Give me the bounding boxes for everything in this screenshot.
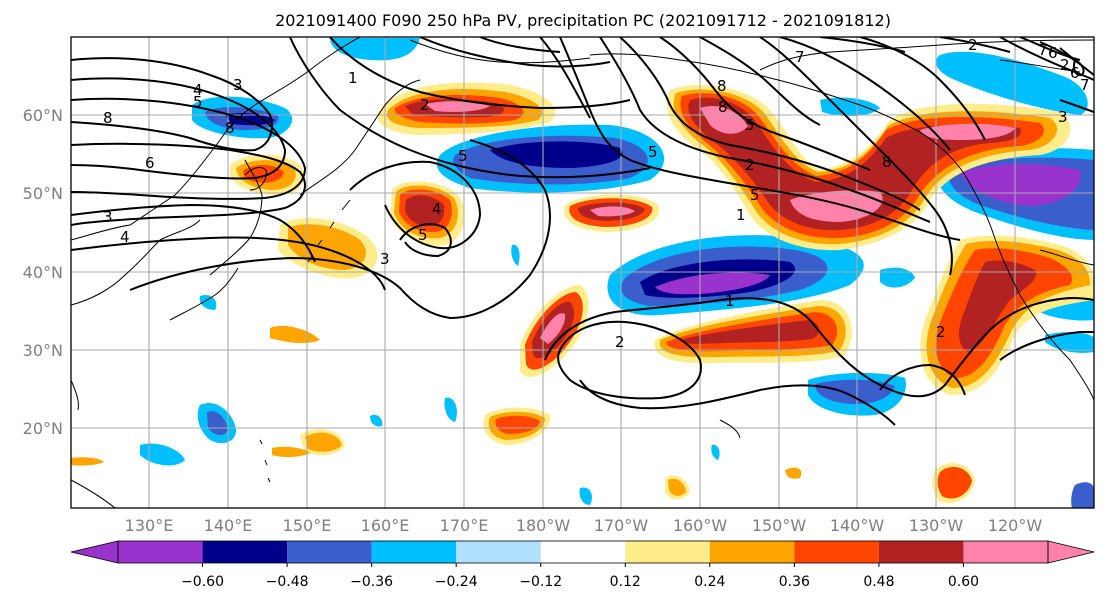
lat-label: 50°N bbox=[23, 184, 63, 203]
contour-label: 5 bbox=[648, 143, 658, 161]
colorbar-extend-max bbox=[1047, 540, 1095, 564]
contour-label: 2 bbox=[968, 36, 978, 54]
lat-label: 20°N bbox=[23, 419, 63, 438]
colorbar-swatch bbox=[540, 541, 626, 563]
contour-label: 6 bbox=[1070, 64, 1080, 82]
contour-label: 8 bbox=[882, 153, 892, 171]
lon-label: 170°W bbox=[594, 516, 649, 535]
lon-label: 180°W bbox=[516, 516, 571, 535]
colorbar-tick-label: 0.12 bbox=[610, 574, 641, 590]
lon-label: 140°E bbox=[204, 516, 253, 535]
contour-label: 1 bbox=[736, 206, 746, 224]
colorbar-tick-label: −0.24 bbox=[435, 574, 478, 590]
colorbar-swatch bbox=[287, 541, 372, 563]
lon-label: 140°W bbox=[830, 516, 885, 535]
contour-label: 5 bbox=[745, 116, 755, 134]
contour-label: 2 bbox=[615, 333, 625, 351]
precip-anomaly-layer bbox=[71, 38, 1094, 508]
colorbar-outline bbox=[117, 540, 1049, 564]
colorbar-tick-label: −0.48 bbox=[266, 574, 309, 590]
latitude-labels: 60°N 50°N 40°N 30°N 20°N bbox=[23, 106, 63, 438]
contour-label: 3 bbox=[380, 250, 390, 268]
contour-label: 4 bbox=[120, 228, 130, 246]
contour-label: 8 bbox=[103, 109, 113, 127]
contour-labels: 8 4 3 5 8 6 1 3 4 2 5 4 5 3 1 5 8 5 7 8 … bbox=[103, 36, 1090, 351]
contour-label: 2 bbox=[420, 96, 430, 114]
lon-label: 130°E bbox=[125, 516, 174, 535]
contour-label: 4 bbox=[193, 81, 203, 99]
lon-label: 150°E bbox=[283, 516, 332, 535]
colorbar-swatch bbox=[963, 541, 1048, 563]
lat-label: 30°N bbox=[23, 341, 63, 360]
colorbar-tick-label: 0.48 bbox=[863, 574, 894, 590]
colorbar-tick-label: 0.36 bbox=[779, 574, 810, 590]
graticule bbox=[71, 37, 1094, 508]
colorbar-tick-label: 0.60 bbox=[948, 574, 979, 590]
contour-label: 3 bbox=[233, 76, 243, 94]
colorbar-tick-label: 0.24 bbox=[694, 574, 725, 590]
colorbar-swatch bbox=[202, 541, 288, 563]
contour-label: 2 bbox=[936, 323, 946, 341]
lon-label: 160°W bbox=[673, 516, 728, 535]
contour-label: 5 bbox=[750, 186, 760, 204]
lat-label: 40°N bbox=[23, 263, 63, 282]
contour-label: 2 bbox=[745, 156, 755, 174]
contour-label: 5 bbox=[418, 226, 428, 244]
colorbar-tick-label: −0.60 bbox=[181, 574, 224, 590]
contour-label: 3 bbox=[1058, 108, 1068, 126]
lat-label: 60°N bbox=[23, 106, 63, 125]
colorbar-swatch bbox=[118, 541, 203, 563]
contour-label: 6 bbox=[1048, 44, 1058, 62]
contour-label: 7 bbox=[1080, 76, 1090, 94]
map-frame bbox=[70, 36, 1095, 509]
contour-label: 8 bbox=[718, 98, 728, 116]
lon-label: 120°W bbox=[988, 516, 1043, 535]
colorbar-swatch bbox=[625, 541, 710, 563]
contour-label: 6 bbox=[145, 154, 155, 172]
map-title: 2021091400 F090 250 hPa PV, precipitatio… bbox=[275, 11, 891, 30]
contour-label: 2 bbox=[1060, 56, 1070, 74]
lon-label: 150°W bbox=[752, 516, 807, 535]
colorbar-tick-label: −0.12 bbox=[519, 574, 562, 590]
colorbar-swatch bbox=[371, 541, 457, 563]
lon-label: 170°E bbox=[440, 516, 489, 535]
colorbar: −0.60 −0.48 −0.36 −0.24 −0.12 0.12 0.24 0.36 0.4… bbox=[70, 540, 1095, 590]
contour-label: 7 bbox=[795, 48, 805, 66]
colorbar-tick-label: −0.36 bbox=[350, 574, 393, 590]
contour-label: 8 bbox=[225, 119, 235, 137]
lon-label: 130°W bbox=[909, 516, 964, 535]
contour-label: 1 bbox=[725, 292, 735, 310]
contour-label: 7 bbox=[1038, 41, 1048, 59]
contour-label: 4 bbox=[432, 200, 442, 218]
contour-label: 1 bbox=[348, 69, 358, 87]
longitude-labels: 130°E 140°E 150°E 160°E 170°E 180°W 170°… bbox=[125, 516, 1043, 535]
contour-label: 5 bbox=[458, 147, 468, 165]
colorbar-swatch bbox=[794, 541, 879, 563]
contour-label: 3 bbox=[103, 208, 113, 226]
lon-label: 160°E bbox=[361, 516, 410, 535]
contour-label: 5 bbox=[193, 93, 203, 111]
colorbar-extend-min bbox=[70, 540, 119, 564]
colorbar-swatch bbox=[456, 541, 541, 563]
coastlines bbox=[71, 37, 1094, 508]
pv-contours bbox=[71, 37, 1094, 426]
map-panel: 8 4 3 5 8 6 1 3 4 2 5 4 5 3 1 5 8 5 7 8 … bbox=[71, 36, 1094, 508]
colorbar-swatch bbox=[709, 541, 795, 563]
contour-label: 8 bbox=[717, 77, 727, 95]
colorbar-swatch bbox=[878, 541, 964, 563]
